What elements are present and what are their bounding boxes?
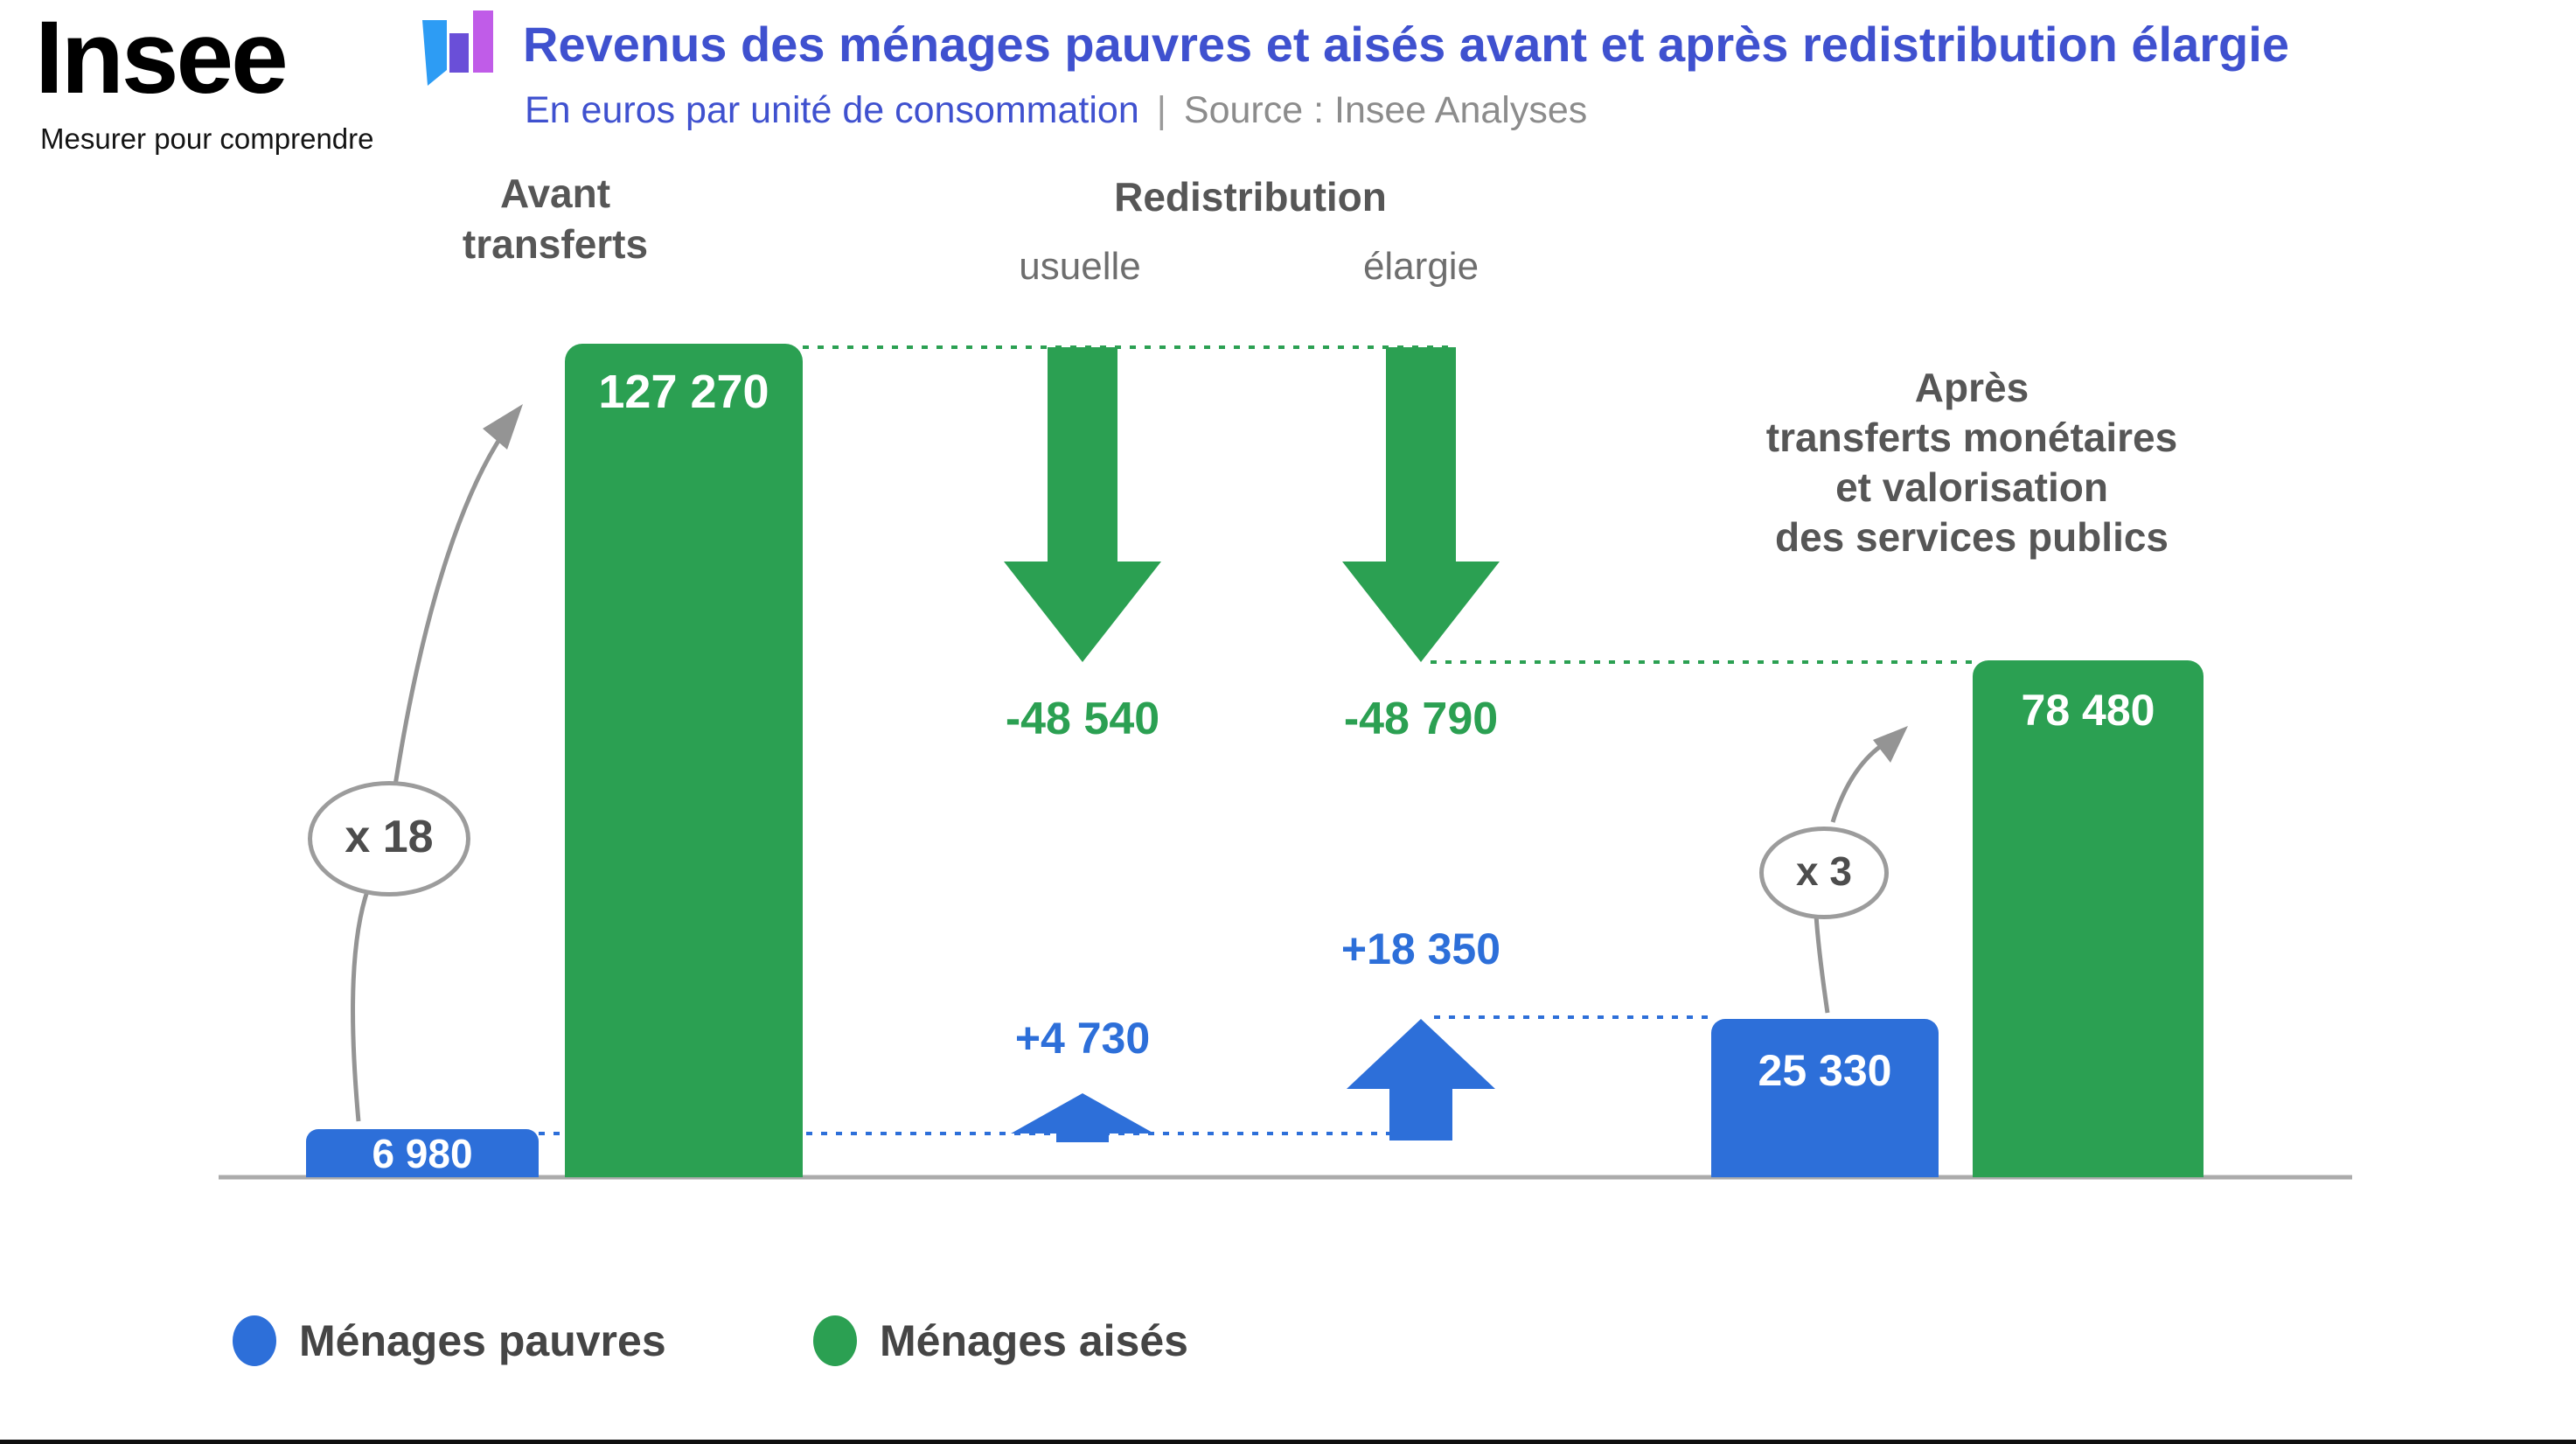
column-avant-transferts: Avant transferts	[462, 171, 649, 267]
delta-elargie-pauvres: +18 350	[1340, 924, 1501, 973]
legend-label-aises: Ménages aisés	[880, 1316, 1188, 1365]
bar-value-label: 78 480	[2021, 686, 2155, 735]
delta-usuelle-pauvres: +4 730	[1014, 1014, 1151, 1063]
source-label: Source : Insee Analyses	[1183, 89, 1588, 131]
up-arrow-elargie-icon	[1347, 1019, 1495, 1141]
chart-unit-label: En euros par unité de consommation	[525, 89, 1139, 131]
page-title: Revenus des ménages pauvres et aisés ava…	[523, 17, 2289, 72]
bar-pauvres-apres: 25 330	[1711, 1019, 1939, 1177]
multiplier-x18-badge: x 18	[308, 781, 470, 896]
legend-dot-aises-icon	[813, 1315, 857, 1366]
multiplier-x3-badge: x 3	[1759, 827, 1889, 919]
x18-arrowhead-icon	[483, 404, 523, 450]
x18-curve-upper	[393, 420, 514, 786]
subtitle-row: En euros par unité de consommation | Sourc…	[525, 89, 1587, 132]
insee-logo: Insee	[35, 0, 289, 115]
bar-value-label: 25 330	[1758, 1046, 1892, 1095]
up-arrow-usuelle-icon	[1011, 1093, 1154, 1142]
legend-label-pauvres: Ménages pauvres	[299, 1316, 666, 1365]
delta-usuelle-aises: -48 540	[1005, 694, 1160, 744]
delta-elargie-aises: -48 790	[1343, 694, 1499, 744]
x18-curve-lower	[351, 881, 373, 1122]
column-redistribution: Redistribution	[1114, 174, 1387, 220]
insee-logo-bars-icon	[422, 10, 493, 86]
logo-tagline: Mesurer pour comprendre	[40, 122, 374, 155]
bar-value-label: 6 980	[372, 1131, 473, 1176]
down-arrow-elargie-icon	[1342, 347, 1500, 662]
separator: |	[1156, 89, 1166, 131]
bar-pauvres-avant: 6 980	[306, 1129, 539, 1177]
bar-aises-avant: 127 270	[565, 344, 803, 1177]
bar-value-label: 127 270	[598, 366, 769, 418]
legend-dot-pauvres-icon	[233, 1315, 276, 1366]
x3-arrowhead-icon	[1873, 726, 1908, 763]
column-elargie: élargie	[1362, 245, 1479, 288]
bar-aises-apres: 78 480	[1973, 660, 2204, 1177]
column-apres-transferts: Après transferts monétaires et valorisat…	[1765, 365, 2178, 560]
column-usuelle: usuelle	[1019, 245, 1141, 288]
down-arrow-usuelle-icon	[1004, 347, 1161, 662]
x3-curve-lower	[1814, 914, 1830, 1014]
